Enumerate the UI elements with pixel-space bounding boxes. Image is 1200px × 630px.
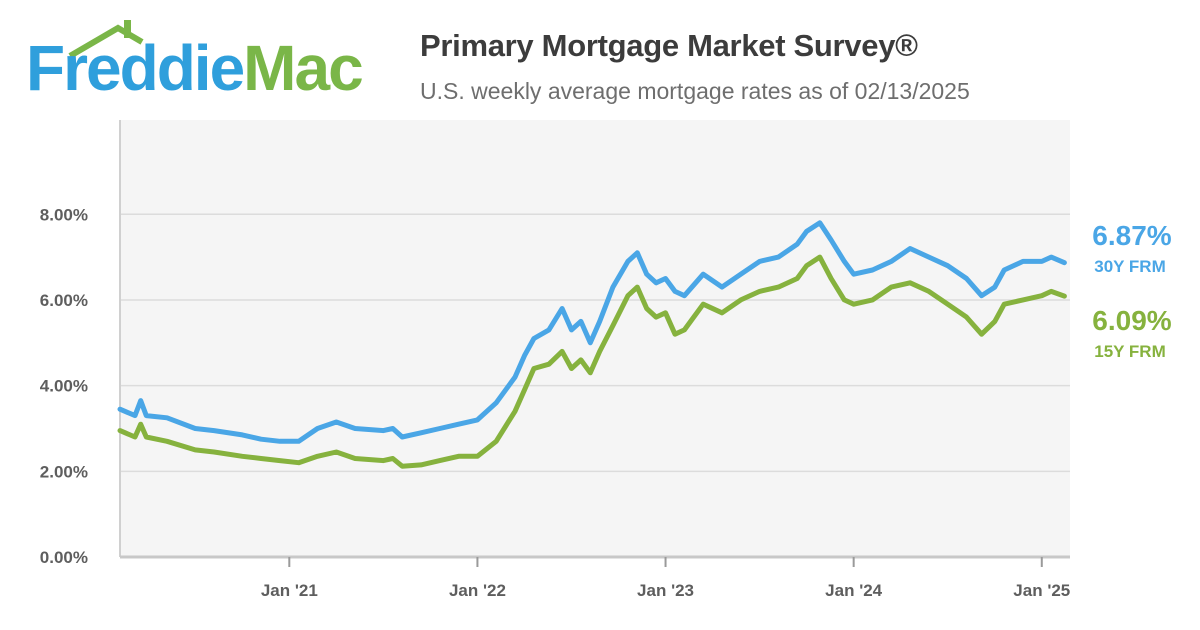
chart-title: Primary Mortgage Market Survey® [420,28,918,63]
x-tick-label: Jan '22 [449,581,506,600]
series-line-15y-frm [117,254,1067,469]
end-name-15y-frm: 15Y FRM [1094,342,1166,361]
x-tick-label: Jan '24 [825,581,883,600]
house-roof-icon [68,20,144,59]
x-tick-label: Jan '25 [1013,581,1070,600]
chart-subtitle: U.S. weekly average mortgage rates as of… [420,78,970,104]
y-tick-label: 4.00% [40,377,88,396]
end-value-30y-frm: 6.87% [1092,220,1171,251]
plot-area [120,120,1070,557]
tick-labels: 0.00% 2.00% 4.00% 6.00% 8.00% Jan '21 Jan '22 J… [40,205,1070,600]
y-tick-label: 0.00% [40,548,88,567]
end-labels: 6.87% 30Y FRM 6.09% 15Y FRM [1092,220,1171,361]
y-tick-label: 2.00% [40,462,88,481]
logo-wordmark: FreddieMac [26,36,364,100]
series-lines [117,220,1067,469]
end-value-15y-frm: 6.09% [1092,305,1171,336]
x-tick-label: Jan '23 [637,581,694,600]
series-line-30y-frm [117,220,1067,444]
y-tick-label: 8.00% [40,205,88,224]
freddie-mac-logo: FreddieMac [22,14,382,110]
end-name-30y-frm: 30Y FRM [1094,257,1166,276]
x-tick-label: Jan '21 [261,581,318,600]
axes [119,120,1070,567]
logo-wordmark-mac: Mac [243,32,363,104]
gridlines [120,213,1070,473]
y-tick-label: 6.00% [40,291,88,310]
logo-wordmark-freddie: Freddie [26,32,245,104]
